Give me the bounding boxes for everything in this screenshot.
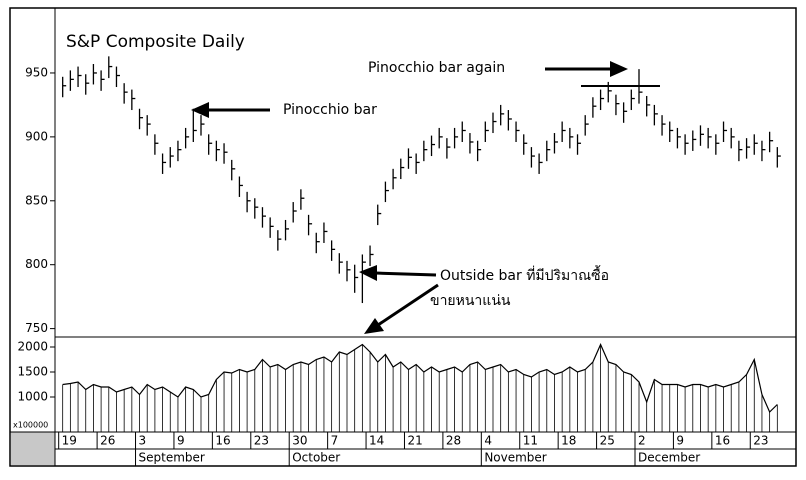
x-tick-label: 25 <box>600 434 615 448</box>
chart-title: S&P Composite Daily <box>66 32 245 52</box>
volume-tick-label: 2000 <box>17 340 48 354</box>
annotation: Pinocchio bar again <box>368 60 505 76</box>
x-tick-label: 26 <box>100 434 115 448</box>
y-tick-label: 750 <box>25 321 48 335</box>
y-tick-label: 900 <box>25 129 48 143</box>
corner-cell <box>11 432 55 465</box>
volume-tick-label: 1000 <box>17 390 48 404</box>
month-label: September <box>139 451 205 465</box>
arrows <box>191 61 628 334</box>
x-tick-label: 14 <box>369 434 384 448</box>
y-tick-label: 950 <box>25 65 48 79</box>
x-tick-label: 28 <box>446 434 461 448</box>
volume-tick-label: 1500 <box>17 365 48 379</box>
x-tick-label: 3 <box>139 434 147 448</box>
x-tick-label: 21 <box>407 434 422 448</box>
arrowhead <box>610 61 628 77</box>
arrow <box>377 283 439 327</box>
x-tick-label: 9 <box>177 434 185 448</box>
frame <box>9 7 797 467</box>
arrowhead <box>191 102 209 118</box>
annotation: Outside bar ที่มีปริมาณซื้อ <box>440 265 609 284</box>
volume-unit: x100000 <box>13 421 48 430</box>
arrow <box>374 271 437 277</box>
x-tick-label: 30 <box>292 434 307 448</box>
x-tick-label: 16 <box>715 434 730 448</box>
x-tick-label: 18 <box>561 434 576 448</box>
volume-line <box>62 343 778 414</box>
x-tick-label: 7 <box>331 434 339 448</box>
x-tick-label: 4 <box>484 434 492 448</box>
x-tick-label: 16 <box>215 434 230 448</box>
month-label: December <box>638 451 700 465</box>
annotation: Pinocchio bar <box>283 102 377 118</box>
x-tick-label: 23 <box>254 434 269 448</box>
x-tick-label: 11 <box>523 434 538 448</box>
month-label: October <box>292 451 340 465</box>
arrowhead <box>364 318 384 334</box>
x-tick-label: 2 <box>638 434 646 448</box>
annotation: ขายหนาแน่น <box>430 293 511 309</box>
x-tick-label: 9 <box>676 434 684 448</box>
y-tick-label: 850 <box>25 193 48 207</box>
arrowhead <box>359 265 377 281</box>
x-tick-label: 23 <box>753 434 768 448</box>
y-tick-label: 800 <box>25 257 48 271</box>
month-label: November <box>484 451 546 465</box>
x-tick-label: 19 <box>62 434 77 448</box>
